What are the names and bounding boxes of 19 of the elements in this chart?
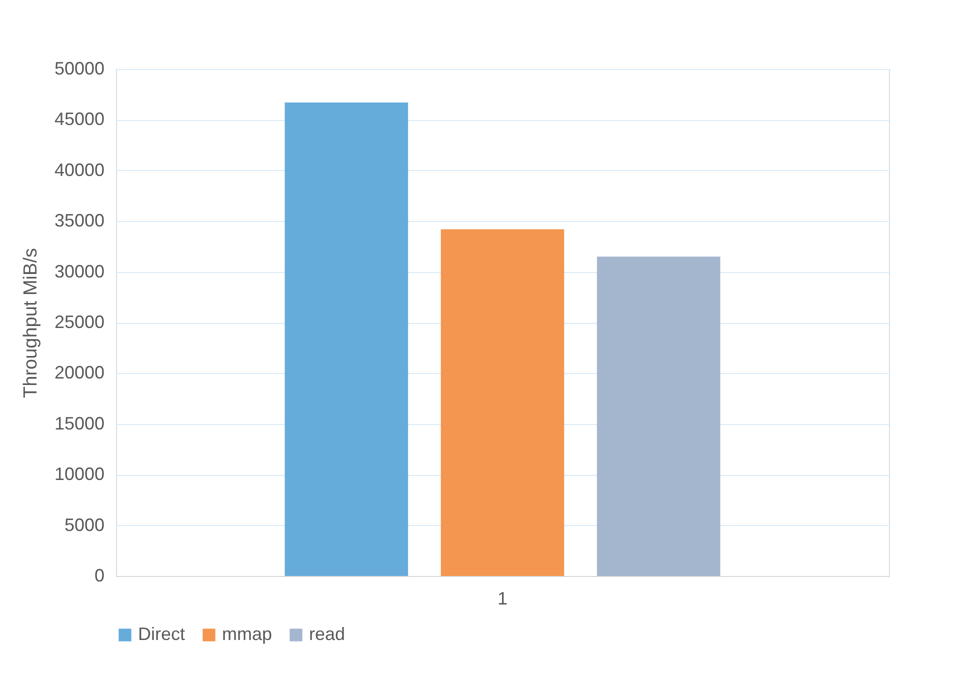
legend-label: Direct — [138, 624, 186, 644]
bar — [596, 256, 720, 576]
y-tick-label: 10000 — [54, 464, 104, 484]
x-tick-label: 1 — [497, 588, 508, 608]
bar — [284, 102, 408, 576]
y-tick-label: 20000 — [54, 362, 104, 383]
y-tick-label: 5000 — [64, 514, 104, 535]
y-tick-label: 50000 — [54, 58, 104, 78]
y-tick-label: 15000 — [54, 413, 104, 434]
y-tick-label: 40000 — [54, 160, 104, 180]
y-tick-label: 0 — [94, 566, 104, 586]
y-tick-label: 35000 — [54, 210, 104, 231]
y-axis-title: Throughput MiB/s — [20, 248, 42, 398]
legend-label: mmap — [222, 624, 272, 644]
y-tick-label: 45000 — [54, 109, 104, 130]
y-tick-label: 30000 — [54, 261, 104, 282]
y-tick-label: 25000 — [54, 312, 104, 332]
bar — [440, 229, 564, 576]
legend-label: read — [309, 624, 346, 644]
